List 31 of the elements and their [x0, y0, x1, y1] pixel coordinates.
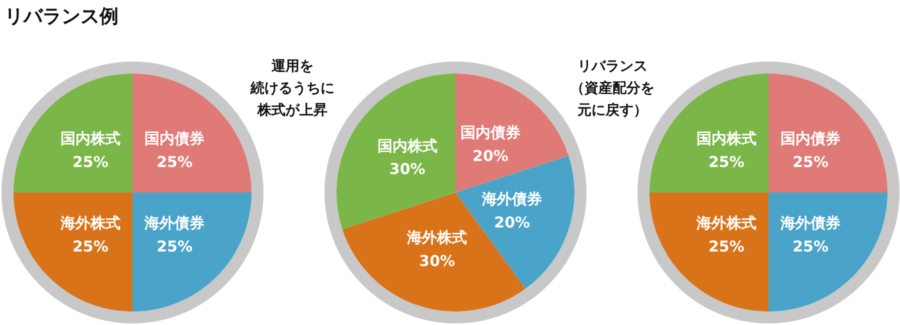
text: リバランス: [578, 58, 648, 74]
slice-label: 国内債券: [460, 124, 520, 142]
slice-label: 国内株式: [696, 130, 756, 148]
data-label: 25%: [72, 153, 108, 172]
slice-label: 国内株式: [60, 130, 120, 148]
chart-title: リバランス例: [4, 6, 118, 28]
data-label: 25%: [792, 153, 829, 172]
data-label: 25%: [708, 153, 744, 172]
text: 運用を: [270, 58, 314, 74]
slice-label: 海外株式: [406, 228, 468, 246]
slice-label: 海外株式: [59, 214, 120, 232]
text: 続けるうちに: [250, 80, 334, 96]
text: 株式が上昇: [256, 102, 328, 118]
data-label: 25%: [156, 237, 193, 256]
text: 元に戻す）: [576, 102, 648, 118]
data-label: 20%: [472, 147, 508, 166]
data-label: 30%: [389, 160, 426, 178]
slice-label: 国内株式: [377, 136, 438, 155]
slice-label: 国内債券: [780, 130, 841, 148]
data-label: 25%: [708, 237, 744, 256]
slice-label: 海外債券: [144, 214, 205, 232]
data-label: 20%: [494, 214, 530, 232]
data-label: 25%: [792, 237, 829, 256]
data-label: 25%: [72, 237, 108, 256]
slice-label: 海外株式: [695, 214, 756, 232]
slice-label: 海外債券: [780, 214, 841, 232]
data-label: 30%: [419, 252, 456, 270]
slice-label: 国内債券: [144, 130, 205, 148]
data-label: 25%: [156, 153, 193, 172]
slice-label: 海外債券: [481, 190, 542, 208]
text: （資産配分を: [570, 80, 654, 96]
